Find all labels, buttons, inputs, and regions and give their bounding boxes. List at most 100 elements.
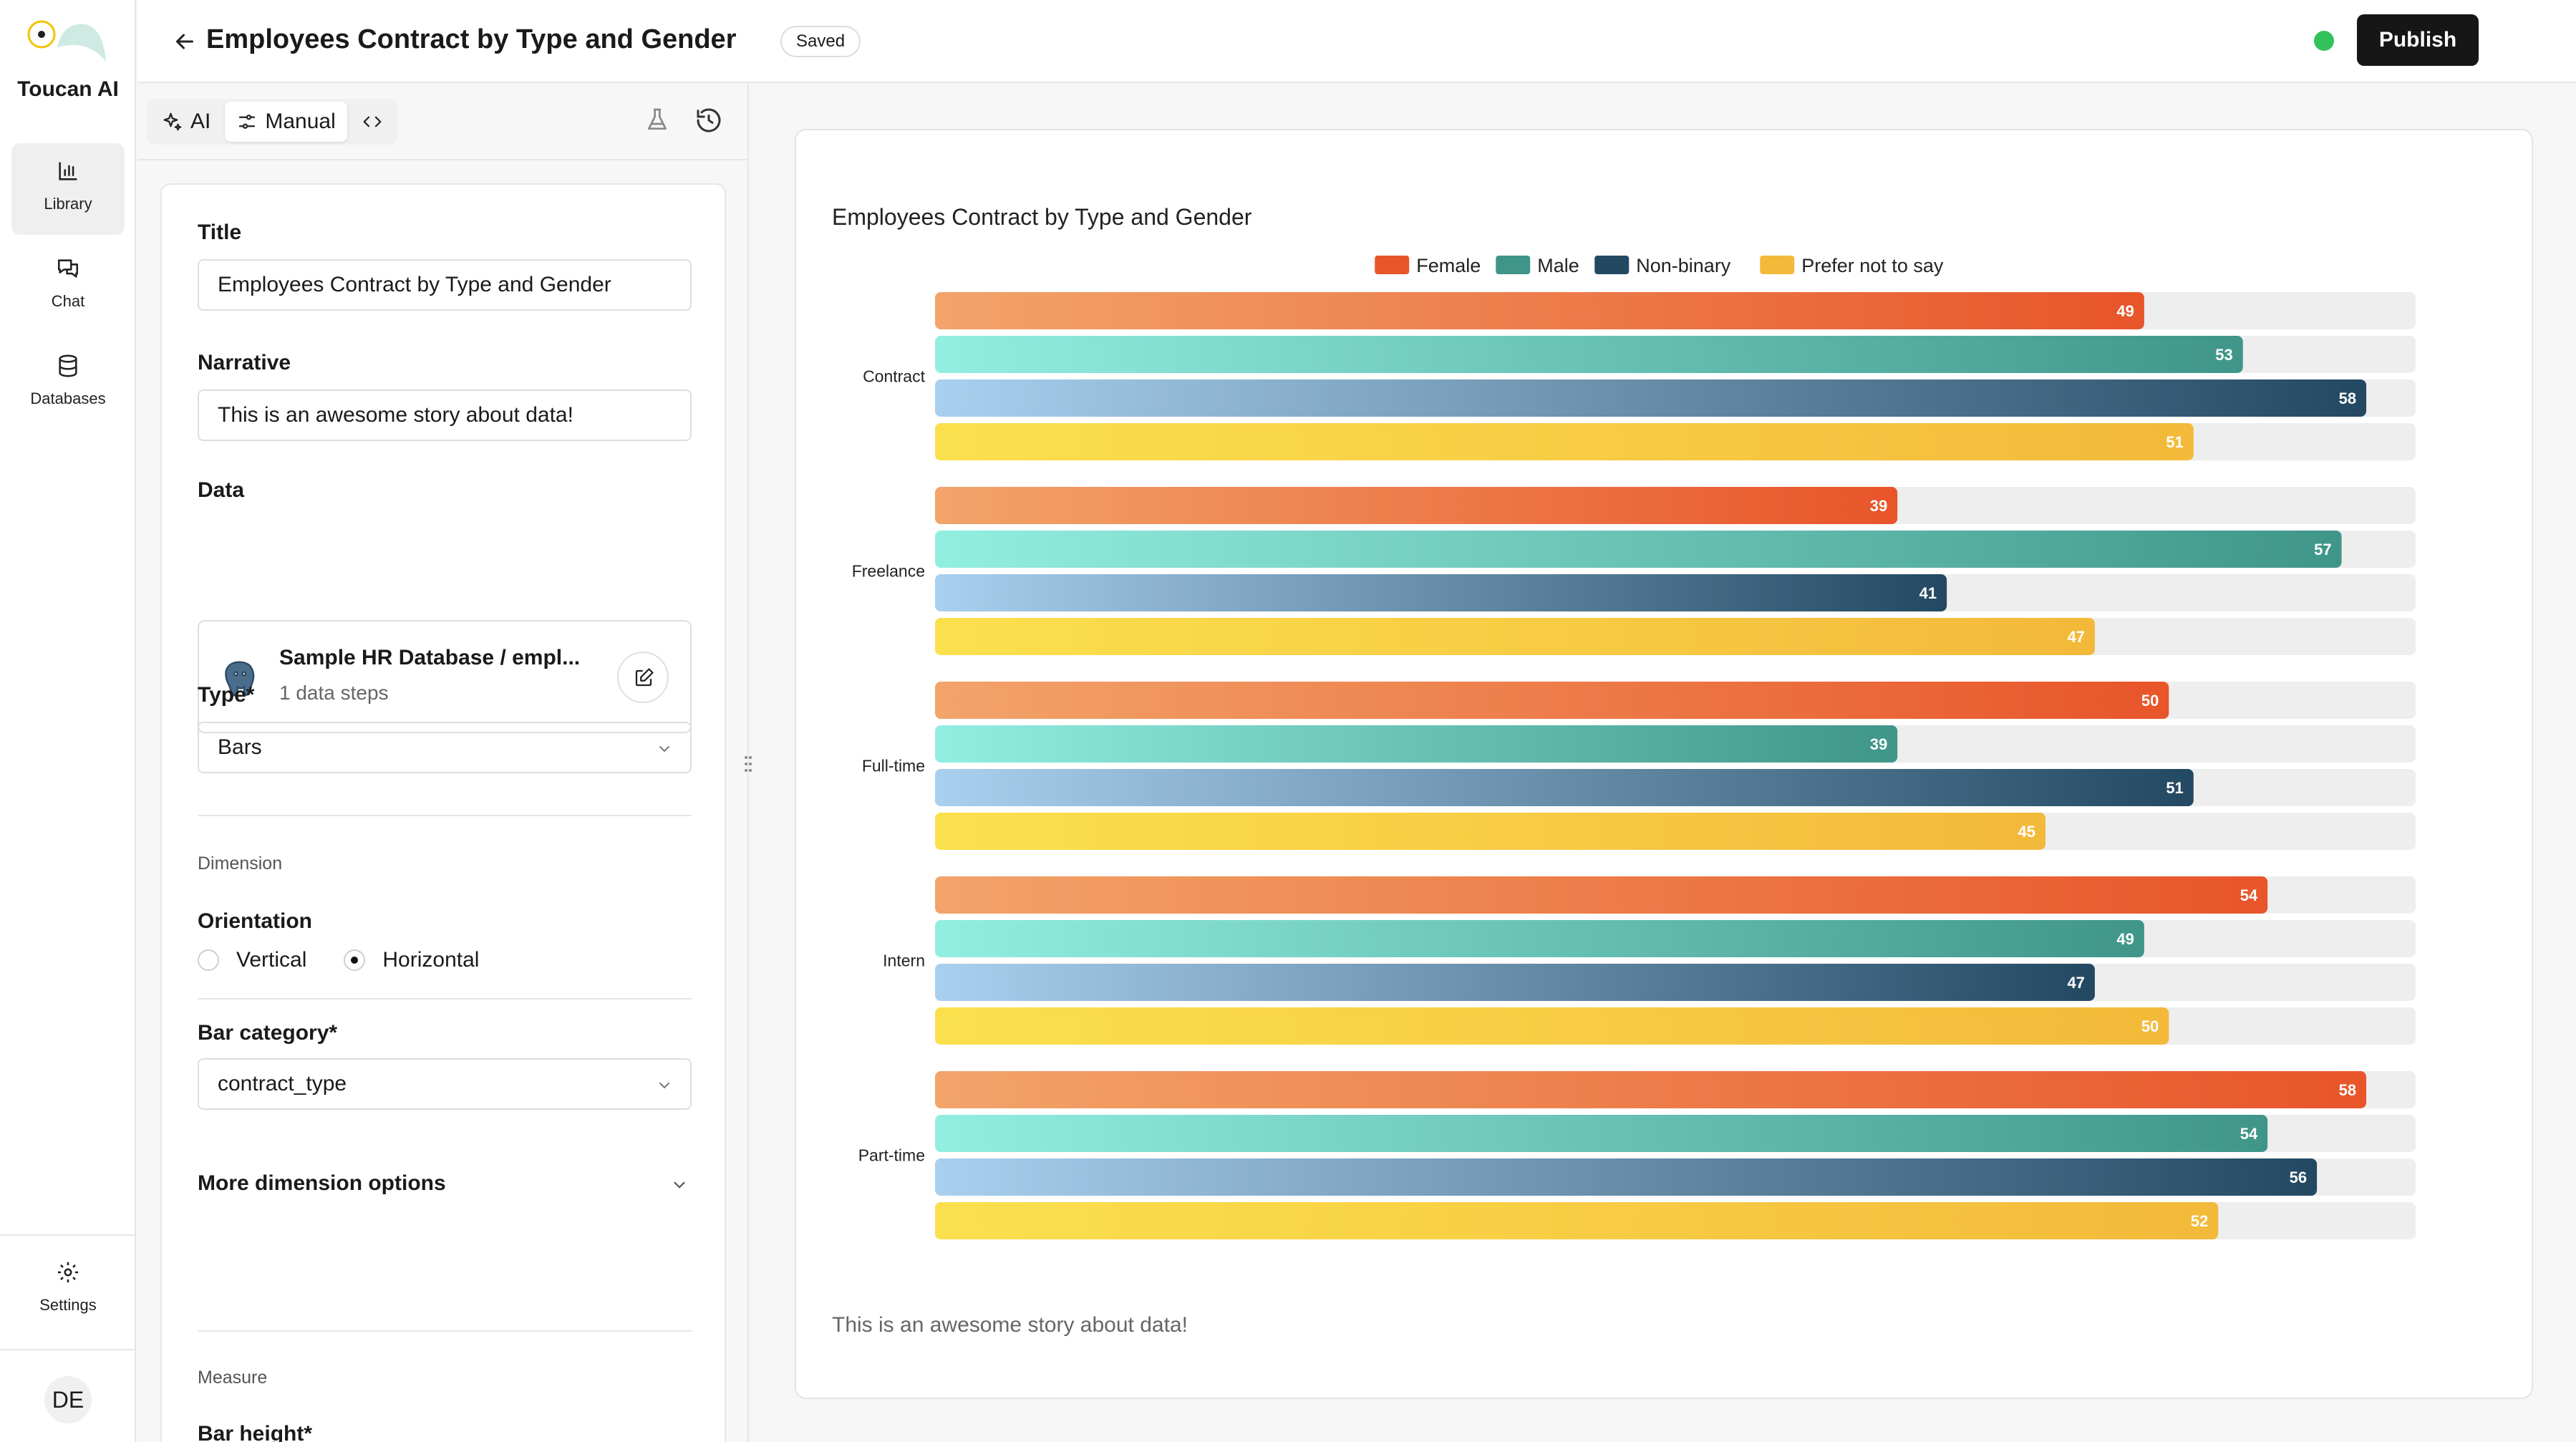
bar-value-label: 51 [2166,433,2183,451]
legend-swatch [1496,256,1531,274]
status-indicator [2314,31,2334,51]
bar [935,1071,2367,1108]
more-dimension-label: More dimension options [198,1171,446,1195]
nav-item-label: Chat [51,292,85,310]
bar-value-label: 47 [2067,974,2084,992]
bar-value-label: 50 [2141,1017,2159,1035]
bar [935,682,2169,719]
code-icon [363,116,382,127]
nav-item-library[interactable]: Library [11,143,125,235]
resize-handle-icon[interactable] [742,753,755,775]
edit-datasource-button[interactable] [617,652,669,703]
title-input[interactable]: Employees Contract by Type and Gender [198,259,692,311]
chart-narrative: This is an awesome story about data! [832,1313,1188,1337]
narrative-input[interactable]: This is an awesome story about data! [198,389,692,441]
bar [935,769,2194,806]
datasource-name: Sample HR Database / empl... [279,646,581,669]
legend-label: Male [1537,255,1579,276]
bar-value-label: 49 [2116,302,2134,320]
type-select-value: Bars [218,735,262,759]
user-avatar[interactable]: DE [44,1376,92,1423]
nav-item-label: Library [44,195,92,213]
orientation-vertical-radio[interactable] [198,949,219,971]
bar [935,618,2095,655]
more-dimension-options-toggle[interactable]: More dimension options [198,1171,692,1196]
bar [935,1202,2219,1239]
legend-label: Non-binary [1636,255,1731,276]
toucan-logo-icon [27,20,106,62]
category-label: Freelance [852,562,925,581]
mode-tab-code[interactable] [350,102,394,142]
panel-divider [137,159,747,160]
back-arrow-icon[interactable] [172,29,198,54]
history-icon[interactable] [694,106,723,135]
bar-value-label: 54 [2240,1125,2258,1143]
legend-label: Female [1416,255,1481,276]
nav-item-databases[interactable]: Databases [11,338,125,430]
chart-preview-card: Employees Contract by Type and Gender Fem… [795,129,2533,1399]
nav-divider [0,1349,136,1350]
bar-category-label: Bar category* [198,1021,338,1045]
database-icon [59,354,77,377]
chevron-down-icon [659,1083,669,1089]
nav-divider [0,1234,136,1236]
mode-tab-label: Manual [265,110,336,133]
bar-value-label: 54 [2240,886,2258,904]
bar [935,487,1898,524]
mode-switch: AI Manual [147,99,397,145]
chat-icon [57,259,79,278]
bar-category-select[interactable]: contract_type [198,1058,692,1110]
flask-icon[interactable] [643,106,672,135]
postgres-icon [225,661,255,697]
edit-icon [635,668,654,687]
narrative-label: Narrative [198,351,291,374]
title-label: Title [198,221,242,244]
measure-section-label: Measure [198,1368,268,1388]
bar [935,1158,2318,1196]
divider [198,815,692,816]
config-form: Title Employees Contract by Type and Gen… [160,183,726,1442]
bar-value-label: 50 [2141,692,2159,710]
mode-tab-manual[interactable]: Manual [225,102,347,142]
bar [935,292,2144,329]
category-label: Intern [883,952,925,970]
mode-tab-label: AI [190,110,211,133]
orientation-horizontal-radio[interactable] [344,949,366,971]
bar-height-label: Bar height* [198,1422,313,1442]
bar-value-label: 39 [1870,497,1887,515]
bar-chart-icon [59,162,77,180]
legend-swatch [1375,256,1410,274]
orientation-label: Orientation [198,909,313,933]
bar-value-label: 58 [2339,1081,2356,1099]
bar [935,920,2144,957]
bar-value-label: 45 [2018,823,2035,841]
category-label: Part-time [858,1146,925,1165]
mode-tab-ai[interactable]: AI [150,102,222,142]
bar-chart: Employees Contract by Type and Gender Fem… [832,204,2416,1239]
divider [198,998,692,1000]
type-select[interactable]: Bars [198,722,692,773]
chevron-down-icon [659,746,669,753]
bar-value-label: 52 [2191,1212,2208,1230]
bar-value-label: 47 [2067,628,2084,646]
sliders-icon [239,115,256,129]
dimension-section-label: Dimension [198,853,283,874]
bar [935,813,2045,850]
bar-value-label: 58 [2339,389,2356,407]
type-label: Type* [198,683,255,707]
bar [935,336,2243,373]
bar [935,725,1898,763]
left-nav: Toucan AI Library Chat Databases Setting… [0,0,136,1442]
radio-label: Horizontal [382,948,480,972]
publish-button[interactable]: Publish [2357,14,2479,66]
bar-value-label: 39 [1870,735,1887,753]
nav-item-chat[interactable]: Chat [11,241,125,332]
bar-value-label: 49 [2116,930,2134,948]
nav-item-settings[interactable]: Settings [11,1244,125,1336]
divider [198,1330,692,1332]
bar [935,423,2194,460]
bar-value-label: 56 [2290,1168,2307,1186]
editor-panel: AI Manual Title Employees Contract by Ty… [137,84,749,1442]
page-title: Employees Contract by Type and Gender [206,24,737,54]
datasource-card[interactable]: Sample HR Database / empl... 1 data step… [198,620,692,733]
